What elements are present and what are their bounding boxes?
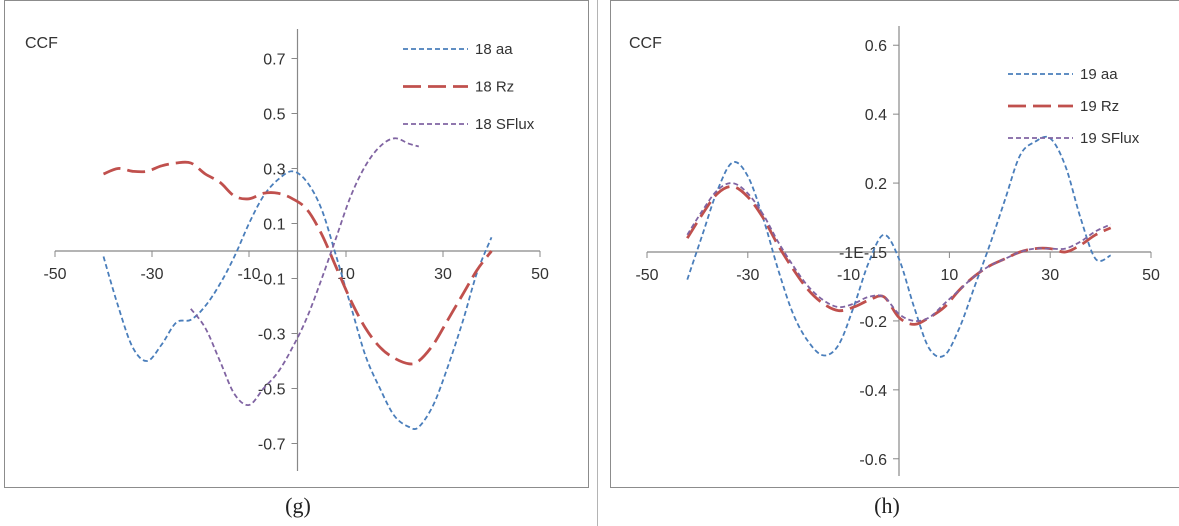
y-tick-label: 0.2 (865, 176, 887, 193)
y-tick-label: -0.2 (859, 314, 887, 331)
x-tick-label: -50 (43, 266, 66, 283)
x-tick-label: -50 (635, 267, 658, 284)
x-tick-label: -30 (736, 267, 759, 284)
x-tick-label: 50 (1142, 267, 1160, 284)
y-tick-label: -1E-15 (839, 245, 887, 262)
series-line-18-aa (102, 170, 493, 431)
x-tick-label: 50 (531, 266, 549, 283)
legend-label: 19 aa (1080, 66, 1118, 83)
y-tick-label: 0.3 (263, 162, 285, 179)
y-tick-label: -0.5 (258, 382, 286, 399)
y-axis-label: CCF (25, 35, 58, 52)
legend-label: 19 Rz (1080, 98, 1119, 115)
x-tick-label: 10 (941, 267, 959, 284)
chart-panel-h: -50 -30 -10 10 30 50 0.6 0.4 0.2 -1E-15 -0.2 -0.4 -0… (610, 0, 1179, 488)
y-tick-label: 0.7 (263, 52, 285, 69)
chart-panel-g: -50 -30 -10 10 30 50 0.7 0.5 0.3 0.1 -0.1 -0.3 -0.5-… (4, 0, 589, 488)
legend-label: 18 aa (475, 41, 513, 58)
panel-divider (597, 0, 598, 526)
x-tick-label: -10 (237, 266, 260, 283)
x-tick-label: 30 (434, 266, 452, 283)
y-tick-label: 0.6 (865, 38, 887, 55)
series-line-18-rz (102, 160, 493, 366)
caption-g: (g) (285, 493, 311, 518)
y-tick-label: 0.4 (865, 107, 887, 124)
series-line-19-sflux (686, 182, 1112, 322)
legend-label: 19 SFlux (1080, 130, 1140, 147)
y-tick-label: -0.1 (258, 272, 286, 289)
y-tick-label: -0.7 (258, 437, 286, 454)
y-axis-label: CCF (629, 35, 662, 52)
x-tick-label: -30 (140, 266, 163, 283)
y-tick-label: 0.5 (263, 107, 285, 124)
chart-h: -50 -30 -10 10 30 50 0.6 0.4 0.2 -1E-15 -0.2 -0.4 -0… (629, 26, 1160, 476)
legend-label: 18 SFlux (475, 116, 535, 133)
y-tick-label: -0.4 (859, 383, 887, 400)
chart-g: -50 -30 -10 10 30 500.70.50.30.1-0.1-0.3-0.5-… (25, 29, 549, 471)
x-tick-label: -10 (837, 267, 860, 284)
series-line-19-aa (686, 135, 1112, 358)
y-tick-label: -0.3 (258, 327, 286, 344)
legend-label: 18 Rz (475, 79, 514, 96)
y-tick-label: -0.6 (859, 452, 887, 469)
y-tick-label: 0.1 (263, 217, 285, 234)
caption-h: (h) (874, 493, 900, 518)
x-tick-label: 30 (1041, 267, 1059, 284)
